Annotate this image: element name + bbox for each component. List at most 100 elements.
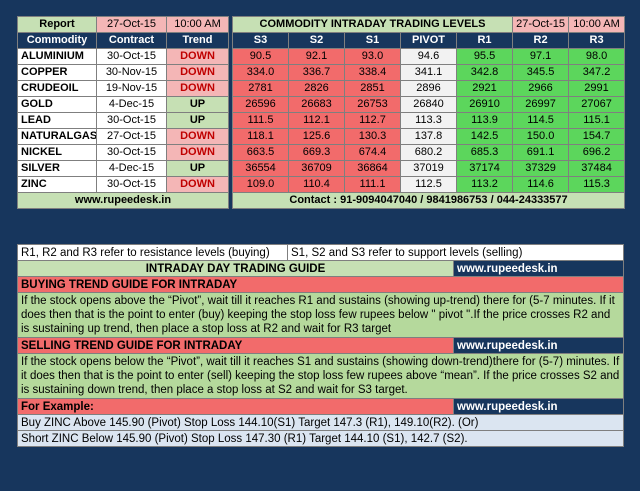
commodity-row: SILVER 4-Dec-15 UP <box>17 160 229 177</box>
level-s3: 26596 <box>232 96 289 113</box>
level-s2: 336.7 <box>288 64 345 81</box>
column-header-r3: R3 <box>568 32 626 49</box>
report-time: 10:00 AM <box>166 16 229 33</box>
trend-badge: DOWN <box>166 144 229 161</box>
column-header-r1: R1 <box>455 32 514 49</box>
level-r3: 347.2 <box>568 64 626 81</box>
levels-row: 36554 36709 36864 37019 37174 37329 37484 <box>232 160 626 177</box>
resistance-note: R1, R2 and R3 refer to resistance levels… <box>17 244 288 261</box>
example-website-link[interactable]: www.rupeedesk.in <box>453 398 624 415</box>
trend-badge: DOWN <box>166 48 229 65</box>
contract-date: 4-Dec-15 <box>96 96 167 113</box>
trend-badge: UP <box>166 96 229 113</box>
level-r2: 37329 <box>512 160 570 177</box>
level-pivot: 2896 <box>400 80 457 97</box>
commodity-name: ALUMINIUM <box>17 48 97 65</box>
commodity-name: NICKEL <box>17 144 97 161</box>
buying-guide-title: BUYING TREND GUIDE FOR INTRADAY <box>17 276 624 293</box>
level-s1: 111.1 <box>344 176 401 193</box>
level-pivot: 341.1 <box>400 64 457 81</box>
levels-title: COMMODITY INTRADAY TRADING LEVELS <box>231 16 514 33</box>
level-pivot: 26840 <box>400 96 457 113</box>
levels-row: 334.0 336.7 338.4 341.1 342.8 345.5 347.2 <box>232 64 626 81</box>
column-header-commodity: Commodity <box>17 32 97 49</box>
level-s2: 110.4 <box>288 176 345 193</box>
contract-date: 30-Oct-15 <box>96 176 167 193</box>
level-s1: 674.4 <box>344 144 401 161</box>
commodity-name: COPPER <box>17 64 97 81</box>
trend-badge: DOWN <box>166 176 229 193</box>
level-s3: 663.5 <box>232 144 289 161</box>
commodity-row: ZINC 30-Oct-15 DOWN <box>17 176 229 193</box>
level-r3: 2991 <box>568 80 626 97</box>
level-s1: 2851 <box>344 80 401 97</box>
level-r1: 95.5 <box>455 48 514 65</box>
level-r1: 113.2 <box>455 176 514 193</box>
commodity-name: GOLD <box>17 96 97 113</box>
trend-badge: DOWN <box>166 80 229 97</box>
level-pivot: 137.8 <box>400 128 457 145</box>
level-pivot: 680.2 <box>400 144 457 161</box>
commodity-name: ZINC <box>17 176 97 193</box>
guide-website-link[interactable]: www.rupeedesk.in <box>453 260 624 277</box>
levels-row: 111.5 112.1 112.7 113.3 113.9 114.5 115.1 <box>232 112 626 129</box>
levels-date: 27-Oct-15 <box>512 16 570 33</box>
levels-table: COMMODITY INTRADAY TRADING LEVELS 27-Oct… <box>231 16 626 209</box>
levels-row: 2781 2826 2851 2896 2921 2966 2991 <box>232 80 626 97</box>
column-header-trend: Trend <box>166 32 229 49</box>
level-pivot: 112.5 <box>400 176 457 193</box>
levels-row: 109.0 110.4 111.1 112.5 113.2 114.6 115.3 <box>232 176 626 193</box>
level-r2: 26997 <box>512 96 570 113</box>
level-s3: 90.5 <box>232 48 289 65</box>
levels-row: 90.5 92.1 93.0 94.6 95.5 97.1 98.0 <box>232 48 626 65</box>
commodity-table: Report 27-Oct-15 10:00 AM Commodity Cont… <box>17 16 229 209</box>
level-s3: 36554 <box>232 160 289 177</box>
commodity-name: CRUDEOIL <box>17 80 97 97</box>
level-s3: 111.5 <box>232 112 289 129</box>
level-s1: 93.0 <box>344 48 401 65</box>
level-s2: 669.3 <box>288 144 345 161</box>
contract-date: 30-Oct-15 <box>96 112 167 129</box>
website-link[interactable]: www.rupeedesk.in <box>17 192 229 209</box>
guide-title: INTRADAY DAY TRADING GUIDE <box>17 260 454 277</box>
report-date: 27-Oct-15 <box>96 16 167 33</box>
level-r3: 115.3 <box>568 176 626 193</box>
level-s3: 118.1 <box>232 128 289 145</box>
level-s2: 112.1 <box>288 112 345 129</box>
level-s1: 26753 <box>344 96 401 113</box>
level-s2: 92.1 <box>288 48 345 65</box>
buying-guide-text: If the stock opens above the “Pivot”, wa… <box>17 292 624 338</box>
trend-badge: UP <box>166 160 229 177</box>
commodity-row: NATURALGAS 27-Oct-15 DOWN <box>17 128 229 145</box>
level-r1: 142.5 <box>455 128 514 145</box>
level-r1: 113.9 <box>455 112 514 129</box>
example-short: Short ZINC Below 145.90 (Pivot) Stop Los… <box>17 430 624 447</box>
commodity-row: COPPER 30-Nov-15 DOWN <box>17 64 229 81</box>
trend-badge: UP <box>166 112 229 129</box>
level-r1: 26910 <box>455 96 514 113</box>
levels-row: 118.1 125.6 130.3 137.8 142.5 150.0 154.7 <box>232 128 626 145</box>
selling-website-link[interactable]: www.rupeedesk.in <box>453 337 624 354</box>
contract-date: 4-Dec-15 <box>96 160 167 177</box>
selling-guide-text: If the stock opens below the “Pivot”, wa… <box>17 353 624 399</box>
commodity-name: NATURALGAS <box>17 128 97 145</box>
commodity-row: NICKEL 30-Oct-15 DOWN <box>17 144 229 161</box>
levels-row: 663.5 669.3 674.4 680.2 685.3 691.1 696.2 <box>232 144 626 161</box>
level-r2: 150.0 <box>512 128 570 145</box>
trend-badge: DOWN <box>166 64 229 81</box>
level-r2: 114.6 <box>512 176 570 193</box>
level-s2: 2826 <box>288 80 345 97</box>
example-buy: Buy ZINC Above 145.90 (Pivot) Stop Loss … <box>17 414 624 431</box>
commodity-name: LEAD <box>17 112 97 129</box>
column-header-s1: S1 <box>344 32 401 49</box>
commodity-row: ALUMINIUM 30-Oct-15 DOWN <box>17 48 229 65</box>
level-r1: 37174 <box>455 160 514 177</box>
level-s2: 125.6 <box>288 128 345 145</box>
level-s1: 338.4 <box>344 64 401 81</box>
contract-date: 30-Nov-15 <box>96 64 167 81</box>
commodity-row: CRUDEOIL 19-Nov-15 DOWN <box>17 80 229 97</box>
column-header-r2: R2 <box>512 32 570 49</box>
level-pivot: 37019 <box>400 160 457 177</box>
level-s1: 36864 <box>344 160 401 177</box>
